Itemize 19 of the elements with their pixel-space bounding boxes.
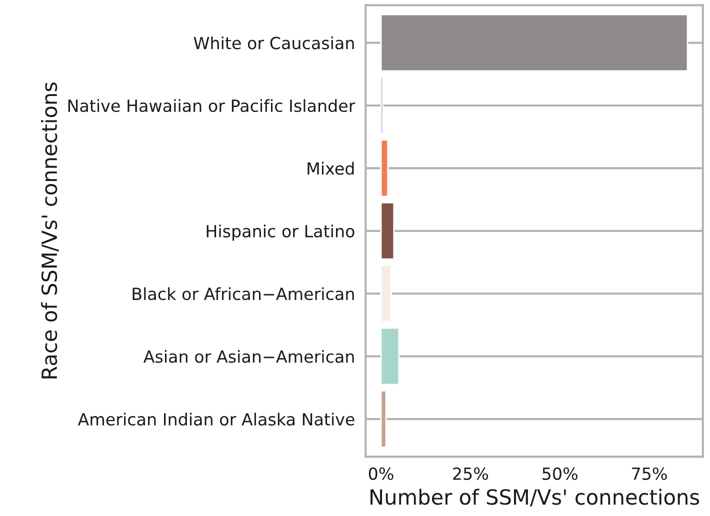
y-tick-label: Native Hawaiian or Pacific Islander bbox=[68, 99, 356, 112]
x-axis-title: Number of SSM/Vs' connections bbox=[370, 488, 700, 507]
x-tick-label: 75% bbox=[632, 467, 667, 480]
bar bbox=[380, 14, 688, 72]
y-tick-label: Mixed bbox=[308, 162, 354, 175]
bar bbox=[380, 390, 387, 448]
y-tick-label: Black or African−American bbox=[132, 287, 354, 300]
x-tick-label: 0% bbox=[368, 467, 394, 480]
bar bbox=[380, 327, 400, 386]
y-axis-title: Race of SSM/Vs' connections bbox=[41, 82, 59, 378]
y-tick-label: Hispanic or Latino bbox=[206, 224, 354, 241]
bar bbox=[380, 139, 389, 198]
y-tick-label: Asian or Asian−American bbox=[143, 350, 354, 363]
x-tick-label: 50% bbox=[542, 467, 578, 480]
y-tick-label: White or Caucasian bbox=[194, 36, 354, 50]
x-tick-label: 25% bbox=[453, 467, 488, 480]
bar bbox=[380, 264, 392, 323]
bar bbox=[380, 202, 395, 260]
y-tick-label: American Indian or Alaska Native bbox=[78, 412, 354, 426]
